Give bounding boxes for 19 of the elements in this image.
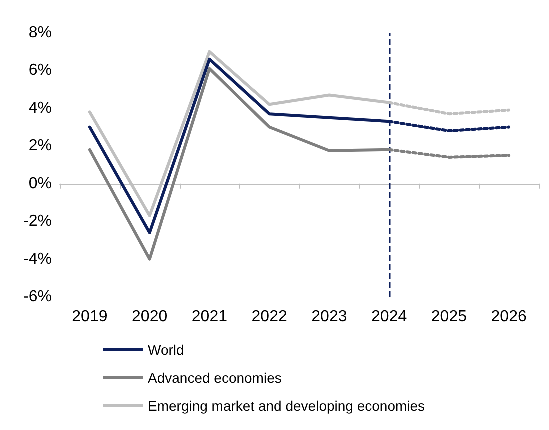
y-tick-label: -6% <box>24 288 52 306</box>
x-tick-label: 2026 <box>491 308 527 326</box>
y-tick-label: -2% <box>24 213 52 230</box>
y-tick-label: 8% <box>28 24 52 42</box>
y-tick-label: 0% <box>28 175 52 192</box>
legend-label: World <box>148 342 184 358</box>
x-tick-label: 2019 <box>72 308 108 326</box>
x-tick-label: 2024 <box>372 308 408 326</box>
x-tick-label: 2025 <box>431 308 468 326</box>
x-tick-label: 2021 <box>192 308 228 326</box>
y-tick-label: 6% <box>28 62 52 80</box>
legend-label: Advanced economies <box>148 370 282 386</box>
x-tick-label: 2022 <box>252 308 288 326</box>
y-tick-label: 4% <box>28 100 52 117</box>
legend-label: Emerging market and developing economies <box>148 398 426 414</box>
x-tick-label: 2023 <box>312 308 348 326</box>
x-tick-label: 2020 <box>132 308 168 326</box>
y-tick-label: 2% <box>28 138 52 155</box>
y-tick-label: -4% <box>24 250 52 268</box>
